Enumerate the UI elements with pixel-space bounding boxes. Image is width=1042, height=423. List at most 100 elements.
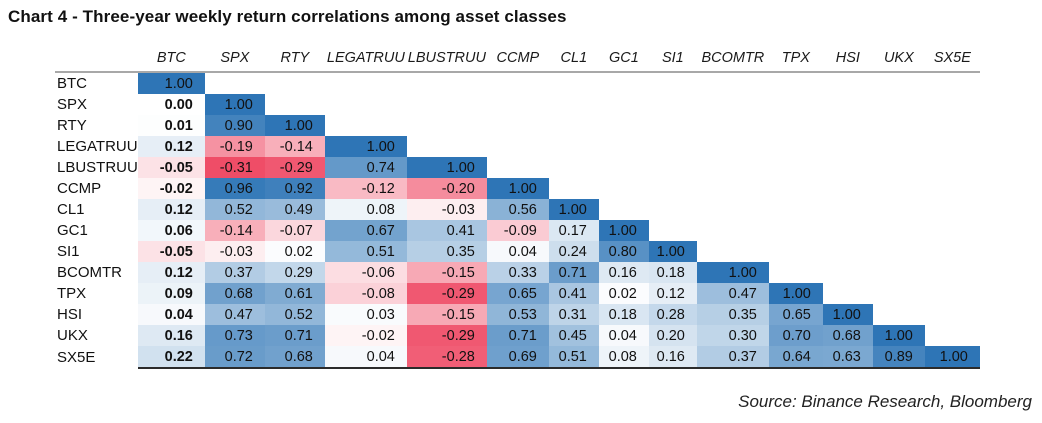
matrix-cell-ukx-ccmp: 0.71 [486, 325, 549, 346]
matrix-cell-empty [823, 72, 873, 94]
matrix-cell-hsi-lbustruu: -0.15 [406, 304, 487, 325]
correlation-matrix: BTC SPX RTY LEGATRUU LBUSTRUU CCMP CL1 GC1 SI1 BC… [55, 50, 980, 369]
matrix-cell-empty [873, 157, 925, 178]
matrix-cell-ukx-btc: 0.16 [137, 325, 205, 346]
matrix-cell-empty [925, 72, 980, 94]
matrix-cell-ukx-hsi: 0.68 [822, 325, 873, 346]
row-header-spx: SPX [57, 96, 88, 113]
matrix-cell-sx5e-cl1: 0.51 [548, 346, 599, 369]
matrix-cell-hsi-gc1: 0.18 [598, 304, 649, 325]
matrix-cell-si1-rty: 0.02 [264, 241, 325, 262]
matrix-cell-cl1-legatruu: 0.08 [324, 199, 407, 220]
matrix-cell-sx5e-si1: 0.16 [648, 346, 697, 369]
corner-cell [55, 50, 138, 73]
row-header-lbustruu: LBUSTRUU [57, 159, 138, 176]
matrix-cell-empty [769, 178, 823, 199]
row-header-cl1: CL1 [57, 201, 85, 218]
matrix-cell-ukx-rty: 0.71 [264, 325, 325, 346]
column-header-lbustruu: LBUSTRUU [406, 50, 487, 73]
matrix-cell-empty [873, 178, 925, 199]
matrix-cell-empty [649, 72, 697, 94]
matrix-cell-gc1-spx: -0.14 [204, 220, 265, 241]
matrix-cell-empty [769, 94, 823, 115]
matrix-cell-gc1-lbustruu: 0.41 [406, 220, 487, 241]
matrix-cell-spx-btc: 0.00 [137, 94, 205, 115]
matrix-cell-empty [823, 262, 873, 283]
matrix-cell-empty [599, 136, 649, 157]
matrix-cell-empty [769, 136, 823, 157]
column-header-hsi: HSI [822, 50, 873, 73]
matrix-cell-lbustruu-btc: -0.05 [137, 157, 205, 178]
row-header-ccmp: CCMP [57, 180, 102, 197]
matrix-cell-ccmp-btc: -0.02 [137, 178, 205, 199]
matrix-cell-bcomtr-bcomtr: 1.00 [696, 262, 769, 283]
matrix-cell-hsi-hsi: 1.00 [822, 304, 873, 325]
matrix-cell-sx5e-tpx: 0.64 [768, 346, 823, 369]
matrix-cell-ukx-si1: 0.20 [648, 325, 697, 346]
matrix-cell-empty [823, 220, 873, 241]
matrix-cell-empty [925, 304, 980, 325]
row-header-si1: SI1 [57, 243, 80, 260]
matrix-cell-spx-spx: 1.00 [204, 94, 265, 115]
row-header-sx5e: SX5E [57, 348, 96, 366]
matrix-cell-gc1-cl1: 0.17 [548, 220, 599, 241]
matrix-cell-si1-lbustruu: 0.35 [406, 241, 487, 262]
matrix-cell-empty [823, 94, 873, 115]
matrix-cell-hsi-si1: 0.28 [648, 304, 697, 325]
matrix-cell-empty [769, 241, 823, 262]
matrix-cell-legatruu-spx: -0.19 [204, 136, 265, 157]
matrix-cell-bcomtr-spx: 0.37 [204, 262, 265, 283]
matrix-cell-rty-btc: 0.01 [137, 115, 205, 136]
matrix-cell-gc1-legatruu: 0.67 [324, 220, 407, 241]
matrix-cell-ccmp-rty: 0.92 [264, 178, 325, 199]
matrix-cell-empty [873, 304, 925, 325]
matrix-cell-empty [649, 178, 697, 199]
matrix-cell-empty [823, 136, 873, 157]
matrix-cell-btc-btc: 1.00 [137, 72, 205, 94]
row-header-ukx: UKX [57, 327, 88, 344]
matrix-cell-tpx-bcomtr: 0.47 [696, 283, 769, 304]
matrix-cell-tpx-spx: 0.68 [204, 283, 265, 304]
matrix-cell-empty [407, 115, 487, 136]
matrix-cell-bcomtr-cl1: 0.71 [548, 262, 599, 283]
matrix-cell-empty [925, 325, 980, 346]
matrix-cell-sx5e-spx: 0.72 [204, 346, 265, 369]
matrix-cell-empty [823, 283, 873, 304]
matrix-cell-sx5e-gc1: 0.08 [598, 346, 649, 369]
matrix-cell-hsi-spx: 0.47 [204, 304, 265, 325]
matrix-cell-empty [925, 157, 980, 178]
matrix-cell-hsi-tpx: 0.65 [768, 304, 823, 325]
matrix-cell-empty [205, 72, 265, 94]
matrix-cell-empty [549, 72, 599, 94]
matrix-cell-sx5e-ukx: 0.89 [872, 346, 925, 369]
column-header-rty: RTY [264, 50, 325, 73]
column-header-cl1: CL1 [548, 50, 599, 73]
matrix-cell-empty [769, 220, 823, 241]
matrix-cell-empty [697, 115, 769, 136]
row-header-gc1: GC1 [57, 222, 88, 239]
matrix-cell-empty [407, 72, 487, 94]
matrix-cell-empty [649, 199, 697, 220]
matrix-cell-cl1-cl1: 1.00 [548, 199, 599, 220]
column-header-legatruu: LEGATRUU [324, 50, 407, 73]
matrix-cell-ccmp-spx: 0.96 [204, 178, 265, 199]
matrix-cell-empty [487, 115, 549, 136]
matrix-cell-empty [873, 220, 925, 241]
matrix-cell-empty [549, 157, 599, 178]
row-header-tpx: TPX [57, 285, 87, 302]
matrix-cell-bcomtr-legatruu: -0.06 [324, 262, 407, 283]
matrix-cell-ukx-cl1: 0.45 [548, 325, 599, 346]
matrix-cell-empty [599, 199, 649, 220]
matrix-cell-empty [769, 115, 823, 136]
matrix-cell-empty [925, 262, 980, 283]
matrix-cell-empty [649, 94, 697, 115]
matrix-cell-empty [769, 199, 823, 220]
matrix-cell-empty [873, 283, 925, 304]
matrix-row-tpx: TPX 0.09 0.68 0.61 -0.08 -0.29 0.65 0.41 0.02 0.1… [55, 283, 980, 304]
matrix-cell-empty [487, 72, 549, 94]
matrix-cell-empty [925, 241, 980, 262]
matrix-cell-rty-spx: 0.90 [204, 115, 265, 136]
matrix-cell-empty [873, 72, 925, 94]
matrix-cell-empty [697, 72, 769, 94]
matrix-cell-cl1-btc: 0.12 [137, 199, 205, 220]
